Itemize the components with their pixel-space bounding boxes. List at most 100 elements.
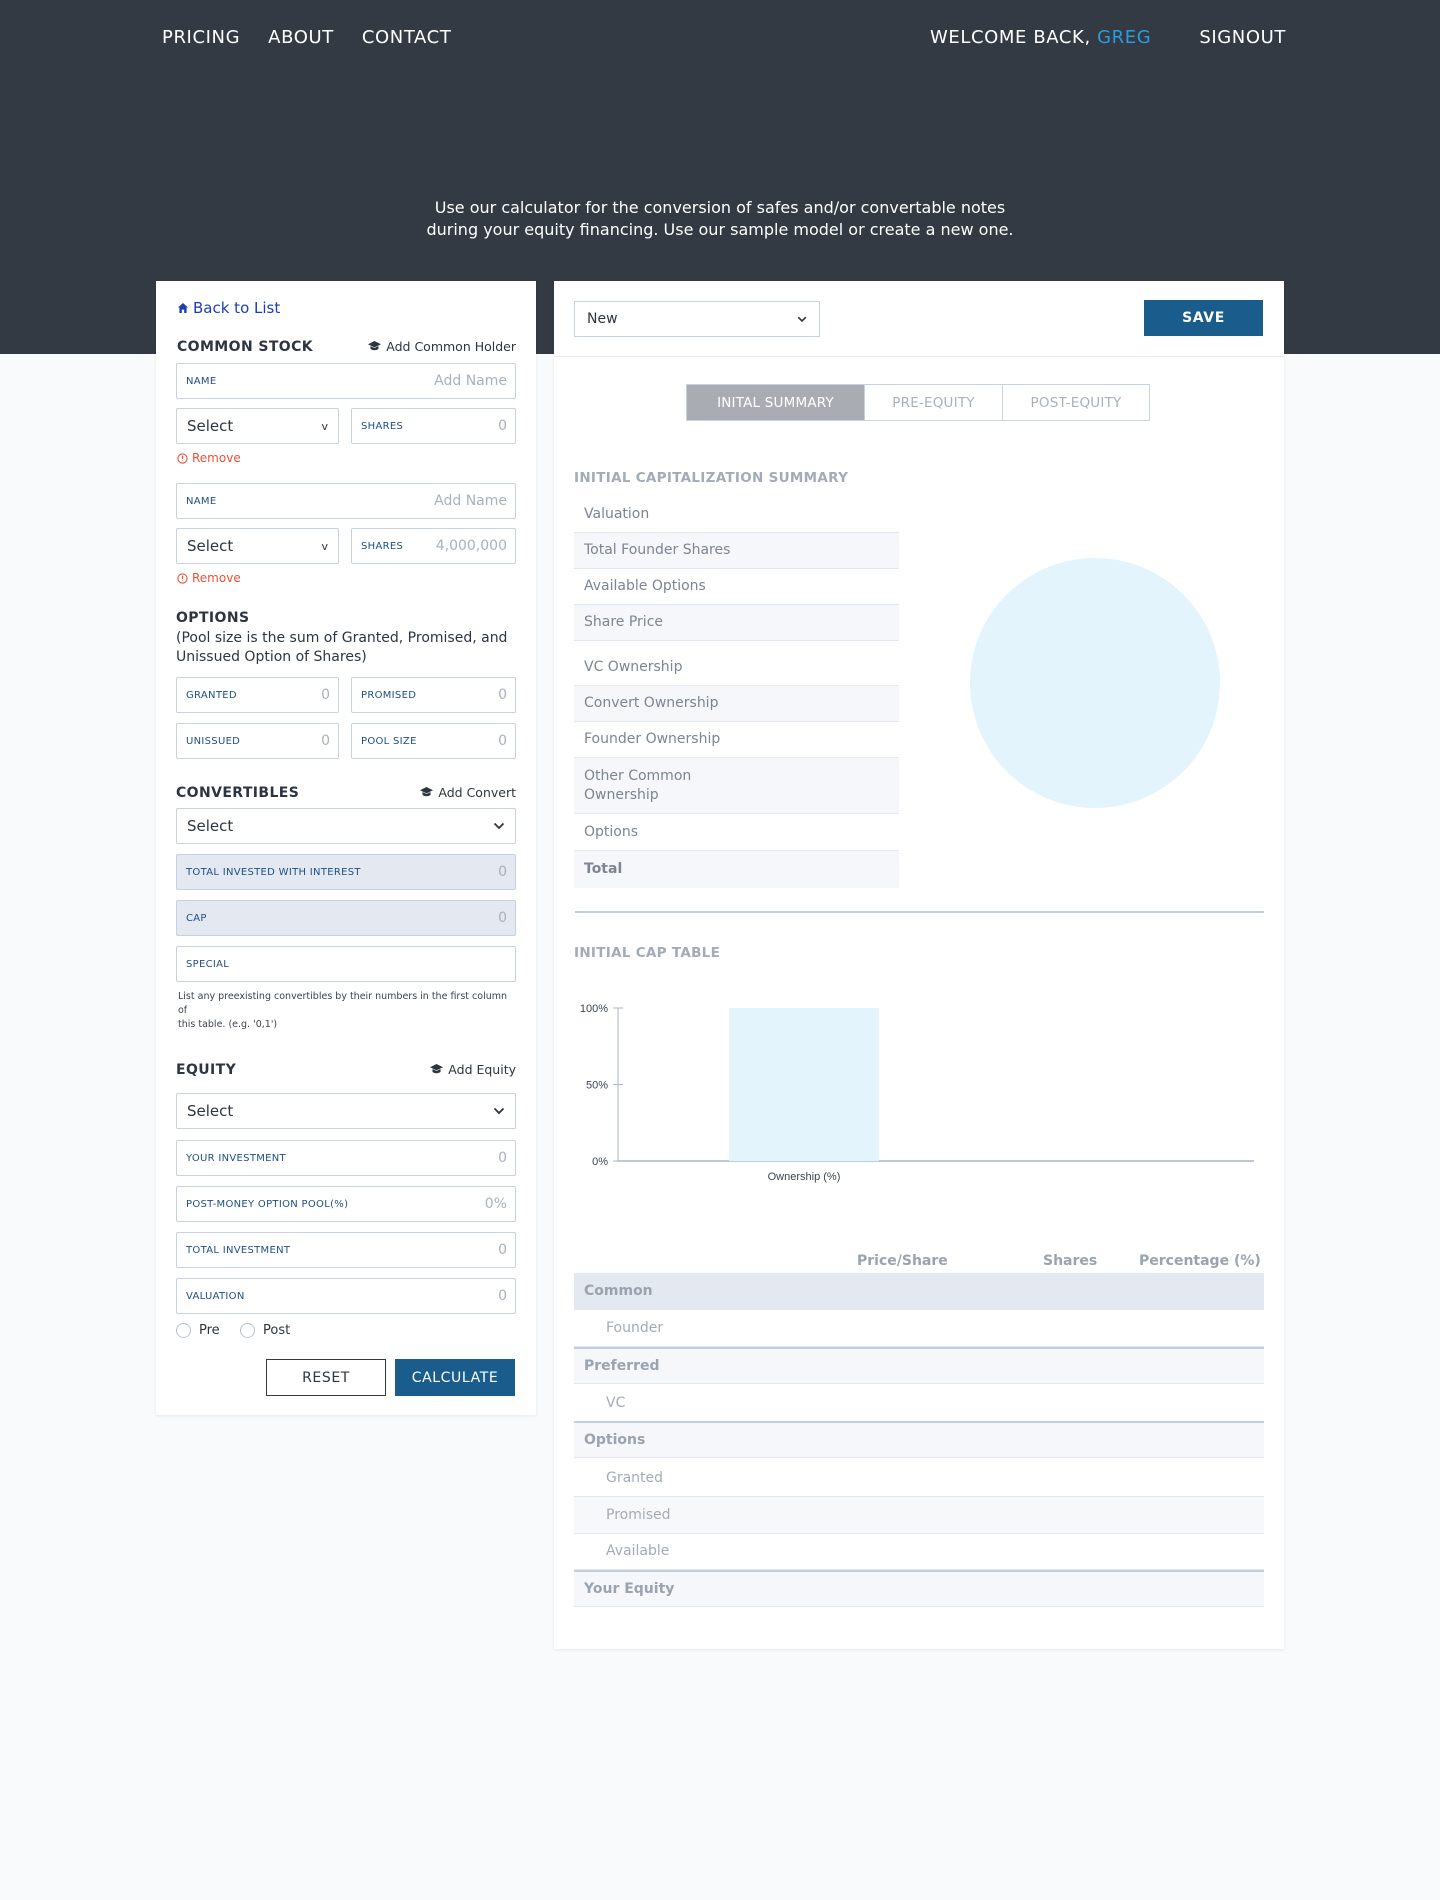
col-shares: Shares: [1043, 1253, 1098, 1269]
cap-field[interactable]: CAP 0: [176, 900, 516, 936]
initial-cap-table-title: INITIAL CAP TABLE: [574, 945, 721, 961]
granted-label: GRANTED: [186, 689, 237, 701]
summary-row-convert-ownership: Convert Ownership: [574, 686, 899, 722]
graduation-cap-icon: [368, 341, 382, 351]
add-convert-button[interactable]: Add Convert: [420, 785, 516, 800]
holder-1-name-placeholder: Add Name: [434, 373, 507, 389]
graduation-cap-icon: [420, 787, 434, 797]
your-investment-label: YOUR INVESTMENT: [186, 1152, 286, 1164]
signout-link[interactable]: SIGNOUT: [1199, 27, 1286, 48]
summary-row-total: Total: [574, 851, 899, 888]
welcome-text: WELCOME BACK, GREG: [930, 27, 1151, 48]
holder-2-class-select[interactable]: Select v: [176, 528, 339, 564]
summary-row-share-price: Share Price: [574, 605, 899, 641]
post-money-pool-field[interactable]: POST-MONEY OPTION POOL(%) 0%: [176, 1186, 516, 1222]
bar-0: [729, 1008, 879, 1161]
your-investment-field[interactable]: YOUR INVESTMENT 0: [176, 1140, 516, 1176]
granted-value: 0: [321, 687, 330, 703]
convertibles-title: CONVERTIBLES: [176, 785, 300, 801]
back-to-list-link[interactable]: Back to List: [177, 299, 280, 317]
toolbar-divider: [554, 356, 1284, 357]
tab-pre-equity[interactable]: PRE-EQUITY: [864, 385, 1002, 420]
tab-initial-summary[interactable]: INITAL SUMMARY: [687, 385, 864, 420]
row-vc: VC: [574, 1385, 1264, 1422]
pool-size-label: POOL SIZE: [361, 735, 417, 747]
chevron-down-icon: [797, 316, 807, 322]
granted-field[interactable]: GRANTED 0: [176, 677, 339, 713]
top-nav: PRICING ABOUT CONTACT: [162, 27, 451, 48]
model-select-value: New: [587, 311, 618, 327]
holder-1-name-field[interactable]: NAME Add Name: [176, 363, 516, 399]
pool-size-field[interactable]: POOL SIZE 0: [351, 723, 516, 759]
y-tick-label: 50%: [586, 1080, 608, 1092]
summary-tabs: INITAL SUMMARY PRE-EQUITY POST-EQUITY: [686, 384, 1150, 421]
other-common-line-1: Other Common: [584, 767, 692, 784]
total-investment-field[interactable]: TOTAL INVESTMENT 0: [176, 1232, 516, 1268]
holder-2-shares-field[interactable]: SHARES 4,000,000: [351, 528, 516, 564]
holder-1-remove-button[interactable]: Remove: [177, 451, 241, 465]
intro-line-1: Use our calculator for the conversion of…: [434, 198, 1006, 217]
post-radio[interactable]: Post: [240, 1323, 290, 1338]
equity-select[interactable]: Select: [176, 1093, 516, 1129]
post-money-pool-label: POST-MONEY OPTION POOL(%): [186, 1198, 349, 1210]
convertible-select[interactable]: Select: [176, 808, 516, 844]
row-granted: Granted: [574, 1460, 1264, 1497]
post-money-pool-value: 0%: [484, 1196, 507, 1212]
save-button[interactable]: SAVE: [1144, 300, 1263, 336]
calculator-form-panel: Back to List COMMON STOCK Add Common Hol…: [156, 281, 536, 1415]
holder-2-shares-value: 4,000,000: [435, 538, 507, 554]
convertible-select-value: Select: [187, 817, 234, 835]
row-your-equity: Your Equity: [574, 1570, 1264, 1607]
user-nav: WELCOME BACK, GREG SIGNOUT: [930, 27, 1286, 48]
alert-circle-icon: [177, 452, 188, 464]
model-select[interactable]: New: [574, 301, 820, 337]
holder-2-shares-label: SHARES: [361, 540, 404, 552]
calculate-button[interactable]: CALCULATE: [395, 1359, 515, 1396]
promised-value: 0: [498, 687, 507, 703]
intro-line-2: during your equity financing. Use our sa…: [426, 220, 1014, 239]
username[interactable]: GREG: [1097, 27, 1152, 48]
row-promised: Promised: [574, 1497, 1264, 1534]
common-stock-title: COMMON STOCK: [177, 339, 313, 355]
valuation-field[interactable]: VALUATION 0: [176, 1278, 516, 1314]
unissued-field[interactable]: UNISSUED 0: [176, 723, 339, 759]
ownership-pie-chart: [970, 558, 1220, 808]
nav-contact[interactable]: CONTACT: [361, 27, 452, 48]
nav-pricing[interactable]: PRICING: [162, 27, 241, 48]
row-available: Available: [574, 1533, 1264, 1570]
pre-radio[interactable]: Pre: [176, 1323, 220, 1338]
reset-button[interactable]: RESET: [266, 1359, 386, 1396]
holder-1-shares-field[interactable]: SHARES 0: [351, 408, 516, 444]
total-invested-label: TOTAL INVESTED WITH INTEREST: [186, 866, 361, 878]
pool-size-value: 0: [498, 733, 507, 749]
promised-field[interactable]: PROMISED 0: [351, 677, 516, 713]
holder-1-select-value: Select: [187, 417, 234, 435]
holder-2-name-label: NAME: [186, 495, 217, 507]
unissued-value: 0: [321, 733, 330, 749]
intro-text: Use our calculator for the conversion of…: [0, 197, 1440, 241]
holder-2-remove-button[interactable]: Remove: [177, 571, 241, 585]
graduation-cap-icon: [430, 1064, 444, 1074]
add-equity-button[interactable]: Add Equity: [430, 1062, 516, 1077]
cap-value: 0: [498, 910, 507, 926]
cap-table-bar-chart: 100% 50% 0% Ownership (%): [580, 1003, 1254, 1183]
holder-1-remove-label: Remove: [192, 451, 241, 465]
holder-2-remove-label: Remove: [192, 571, 241, 585]
add-common-holder-button[interactable]: Add Common Holder: [368, 339, 516, 354]
radio-circle: [176, 1323, 191, 1338]
total-investment-value: 0: [498, 1242, 507, 1258]
tab-post-equity[interactable]: POST-EQUITY: [1002, 385, 1149, 420]
add-equity-label: Add Equity: [448, 1062, 516, 1077]
your-investment-value: 0: [498, 1150, 507, 1166]
other-common-line-2: Ownership: [584, 786, 659, 803]
back-label: Back to List: [193, 299, 281, 317]
special-field[interactable]: SPECIAL: [176, 946, 516, 982]
total-invested-field[interactable]: TOTAL INVESTED WITH INTEREST 0: [176, 854, 516, 890]
holder-1-class-select[interactable]: Select v: [176, 408, 339, 444]
total-investment-label: TOTAL INVESTMENT: [186, 1244, 291, 1256]
holder-1-shares-label: SHARES: [361, 420, 404, 432]
holder-2-name-field[interactable]: NAME Add Name: [176, 483, 516, 519]
nav-about[interactable]: ABOUT: [268, 27, 334, 48]
equity-select-value: Select: [187, 1102, 234, 1120]
summary-row-options: Options: [574, 814, 899, 851]
